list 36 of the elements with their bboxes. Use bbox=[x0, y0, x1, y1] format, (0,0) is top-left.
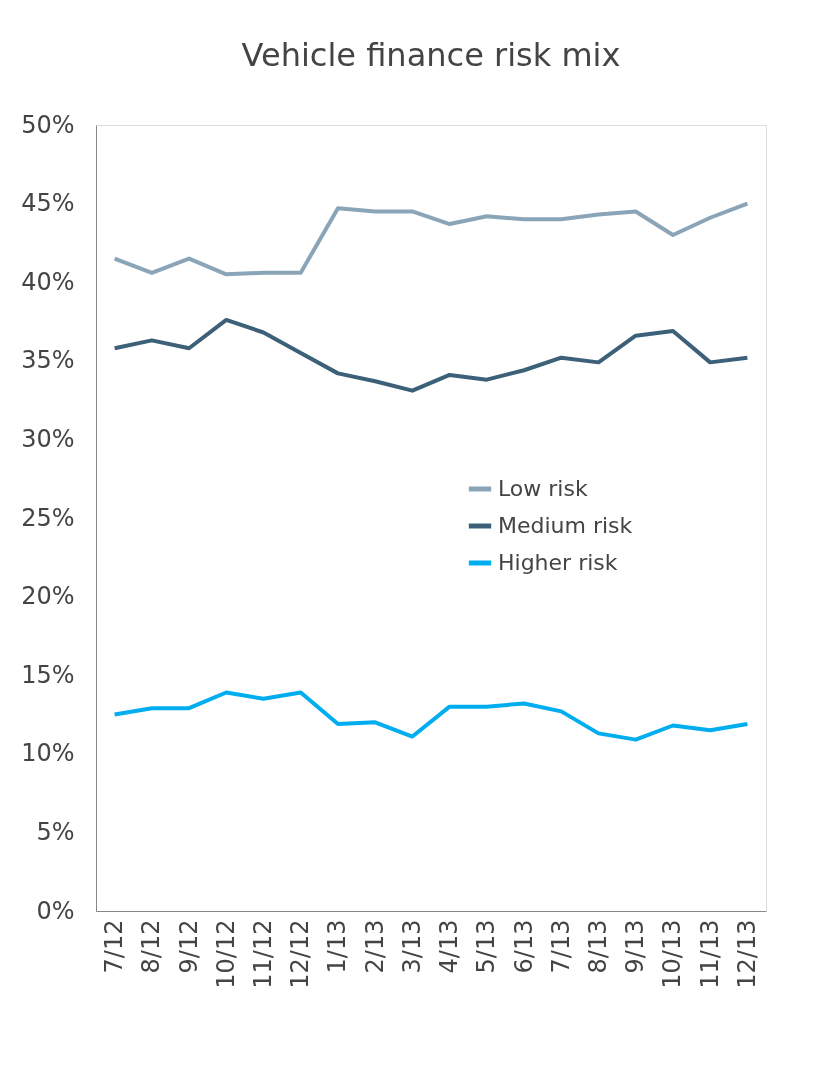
y-tick-label: 5% bbox=[36, 817, 75, 846]
x-tick-label: 12/13 bbox=[732, 919, 761, 989]
x-tick-label: 5/13 bbox=[472, 919, 501, 974]
x-tick-label: 7/12 bbox=[100, 919, 129, 974]
y-tick-label: 20% bbox=[21, 582, 75, 611]
y-tick-label: 10% bbox=[21, 739, 75, 768]
y-tick-label: 25% bbox=[21, 503, 75, 532]
x-tick-label: 12/12 bbox=[286, 919, 315, 989]
x-tick-label: 7/13 bbox=[546, 919, 575, 974]
y-tick-label: 30% bbox=[21, 424, 75, 453]
x-tick-label: 8/13 bbox=[584, 919, 612, 974]
legend-label: Low risk bbox=[498, 476, 588, 501]
line-series bbox=[112, 201, 750, 277]
chart-title: Vehicle finance risk mix bbox=[241, 36, 621, 74]
x-tick-label: 9/13 bbox=[621, 919, 650, 974]
y-tick-label: 50% bbox=[21, 110, 75, 139]
y-tick-label: 45% bbox=[21, 189, 75, 218]
legend-label: Higher risk bbox=[498, 550, 618, 575]
y-tick-label: 35% bbox=[21, 346, 75, 375]
y-tick-label: 0% bbox=[36, 896, 75, 925]
x-tick-label: 6/13 bbox=[509, 919, 538, 974]
x-tick-label: 4/13 bbox=[435, 919, 464, 974]
x-tick-label: 11/12 bbox=[249, 919, 277, 989]
x-tick-label: 1/13 bbox=[323, 919, 352, 974]
x-tick-label: 10/12 bbox=[211, 919, 240, 989]
x-tick-label: 9/12 bbox=[174, 919, 203, 974]
x-tick-label: 11/13 bbox=[695, 919, 724, 989]
x-tick-label: 3/13 bbox=[397, 919, 426, 974]
y-tick-label: 15% bbox=[21, 660, 75, 689]
legend-label: Medium risk bbox=[498, 513, 633, 538]
x-tick-label: 8/12 bbox=[137, 919, 166, 974]
x-tick-label: 2/13 bbox=[360, 919, 389, 974]
line-series bbox=[112, 690, 750, 742]
x-tick-label: 10/13 bbox=[658, 919, 687, 989]
line-series bbox=[112, 317, 750, 393]
y-tick-label: 40% bbox=[21, 267, 75, 296]
